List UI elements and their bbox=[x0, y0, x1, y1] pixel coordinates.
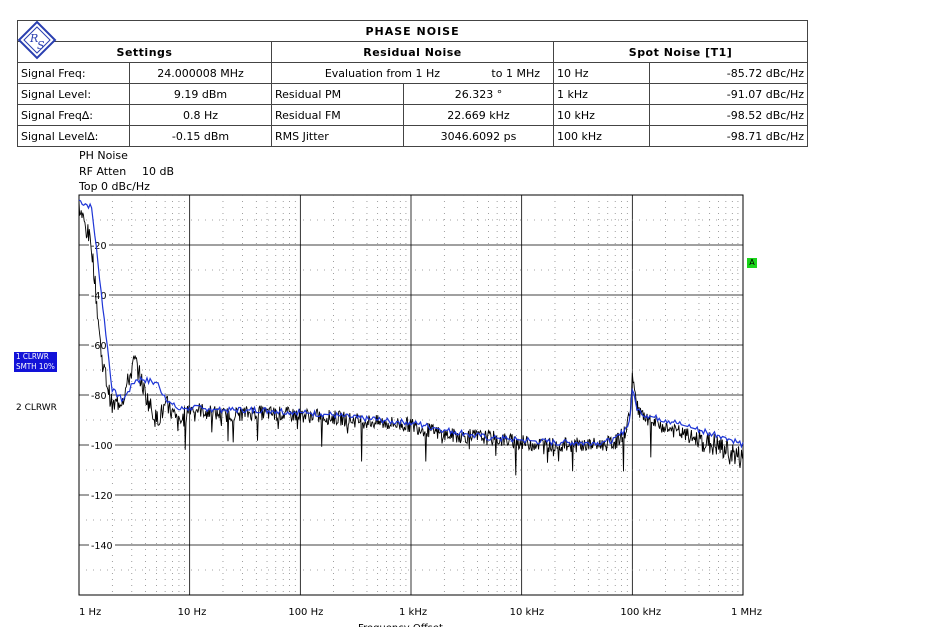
phase-noise-summary-table: PHASE NOISE Settings Residual Noise Spot… bbox=[16, 20, 809, 147]
setting-label: Signal Level∆: bbox=[17, 125, 130, 147]
y-tick-label-bg bbox=[89, 389, 109, 400]
trace-1-line bbox=[78, 199, 744, 449]
x-axis-label: Frequency Offset bbox=[358, 623, 443, 627]
y-tick-label: -140 bbox=[91, 541, 113, 552]
x-tick-label: 100 Hz bbox=[288, 607, 323, 618]
evaluation-from: Evaluation from 1 Hz bbox=[324, 66, 440, 80]
trace1-badge: 1 CLRWR SMTH 10% bbox=[14, 352, 57, 372]
trace1-smoothing: SMTH 10% bbox=[16, 362, 55, 371]
reference-top: Top 0 dBc/Hz bbox=[79, 180, 150, 193]
rf-atten-value: 10 dB bbox=[142, 165, 175, 178]
y-tick-label-bg bbox=[89, 339, 109, 350]
spot-value: -85.72 dBc/Hz bbox=[648, 62, 809, 84]
x-tick-label: 100 kHz bbox=[620, 607, 661, 618]
y-tick-label-bg bbox=[89, 489, 115, 500]
residual-value: 3046.6092 ps bbox=[403, 125, 554, 147]
y-tick-label: -20 bbox=[91, 241, 107, 252]
table-row: Signal Level∆: -0.15 dBm RMS Jitter 3046… bbox=[17, 125, 809, 147]
x-tick-label: 10 kHz bbox=[510, 607, 544, 618]
spot-value: -98.52 dBc/Hz bbox=[648, 104, 809, 126]
x-tick-label: 1 Hz bbox=[79, 607, 101, 618]
trace2-label: 2 CLRWR bbox=[16, 403, 57, 413]
y-tick-label-bg bbox=[89, 289, 109, 300]
brand-logo: R S bbox=[17, 20, 57, 60]
y-tick-label-bg bbox=[89, 539, 115, 550]
marker-a-indicator: A bbox=[747, 258, 757, 268]
y-tick-label: -40 bbox=[91, 291, 107, 302]
x-tick-label: 10 Hz bbox=[178, 607, 207, 618]
svg-text:R: R bbox=[29, 32, 38, 45]
spot-offset: 100 kHz bbox=[553, 125, 650, 147]
y-tick-label: -120 bbox=[91, 491, 113, 502]
y-tick-label: -80 bbox=[91, 391, 107, 402]
y-tick-label: -100 bbox=[91, 441, 113, 452]
x-tick-label: 1 MHz bbox=[731, 607, 762, 618]
y-tick-label: -60 bbox=[91, 341, 107, 352]
measurement-mode: PH Noise bbox=[79, 149, 128, 162]
rf-atten-label: RF Atten bbox=[79, 165, 127, 178]
y-tick-label-bg bbox=[89, 439, 115, 450]
evaluation-to: to 1 MHz bbox=[491, 66, 540, 80]
spot-value: -91.07 dBc/Hz bbox=[648, 83, 809, 105]
trace1-mode: 1 CLRWR bbox=[16, 352, 49, 361]
setting-value: -0.15 dBm bbox=[129, 125, 272, 147]
y-tick-label-bg bbox=[89, 239, 109, 250]
setting-value: 24.000008 MHz bbox=[129, 62, 272, 84]
spot-offset: 10 Hz bbox=[553, 62, 650, 84]
svg-text:S: S bbox=[37, 39, 45, 52]
spot-value: -98.71 dBc/Hz bbox=[648, 125, 809, 147]
setting-label: Signal Freq: bbox=[17, 62, 130, 84]
x-tick-label: 1 kHz bbox=[399, 607, 427, 618]
table-row: Signal Freq∆: 0.8 Hz Residual FM 22.669 … bbox=[17, 104, 809, 126]
setting-label: Signal Level: bbox=[17, 83, 130, 105]
spot-offset: 10 kHz bbox=[553, 104, 650, 126]
table-row: Signal Level: 9.19 dBm Residual PM 26.32… bbox=[17, 83, 809, 105]
